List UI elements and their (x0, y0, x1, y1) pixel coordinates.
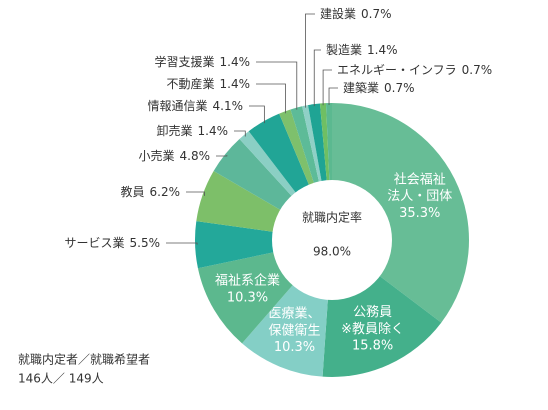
slice-label: 福祉系企業 (215, 273, 280, 289)
value-label: 0.7% (462, 63, 493, 77)
category-name: 建設業 (320, 6, 356, 21)
value-label: 0.7% (384, 81, 415, 95)
value-label: 5.5% (130, 236, 161, 250)
value-label: 1.4% (198, 124, 229, 138)
category-name: 不動産業 (166, 76, 214, 91)
leader-line (186, 191, 205, 196)
category-name: 教員 (120, 184, 144, 199)
slice-label: 卸売業 1.4% (156, 123, 228, 138)
leader-line (166, 242, 198, 245)
category-name: エネルギー・インフラ (337, 63, 457, 77)
center-value: 98.0% (313, 245, 351, 259)
category-name: 建築業 (343, 80, 379, 95)
value-label: 10.3% (227, 291, 268, 306)
category-name: 卸売業 (156, 123, 192, 138)
slice-label: 公務員※教員除く (341, 305, 404, 337)
slice-label: 小売業 4.8% (138, 148, 210, 163)
value-label: 10.3% (274, 340, 315, 355)
slice-label: サービス業 5.5% (64, 236, 160, 250)
slice-label: 情報通信業 4.1% (147, 99, 243, 113)
slice-label: 学習支援業 1.4% (154, 54, 250, 69)
category-name: 学習支援業 (154, 54, 214, 69)
slice-label: 建築業 0.7% (343, 80, 415, 95)
value-label: 4.1% (213, 99, 244, 113)
category-name: 製造業 (326, 43, 362, 57)
value-label: 1.4% (220, 77, 251, 91)
value-label: 1.4% (367, 43, 398, 57)
slice-label: 医療業、保健衛生 (268, 305, 320, 338)
slice-label: 教員 6.2% (120, 184, 180, 199)
slice-label: 建設業 0.7% (320, 6, 392, 21)
slice-label: 製造業 1.4% (326, 43, 398, 57)
value-label: 15.8% (352, 339, 393, 354)
leader-line (322, 69, 332, 106)
category-name: 小売業 (138, 148, 174, 163)
slice-label: 社会福祉法人・団体 (387, 171, 452, 204)
leader-line (216, 155, 228, 157)
value-label: 6.2% (150, 185, 181, 199)
leader-line (256, 61, 298, 110)
leader-line (249, 105, 265, 124)
value-label: 35.3% (399, 206, 440, 221)
footnote: 146人／ 149人 (18, 372, 104, 386)
slice (195, 221, 332, 269)
leader-line (234, 130, 246, 137)
footnote: 就職内定者／就職希望者 (18, 352, 150, 367)
category-name: 情報通信業 (147, 99, 207, 113)
leader-line (256, 83, 286, 114)
slice-label: エネルギー・インフラ 0.7% (337, 63, 492, 77)
category-name: サービス業 (64, 236, 124, 250)
leader-line (328, 87, 338, 106)
slice (332, 103, 470, 323)
value-label: 0.7% (361, 7, 392, 21)
center-title: 就職内定率 (302, 210, 362, 225)
leader-line (313, 49, 321, 107)
value-label: 4.8% (180, 149, 211, 163)
slice-label: 不動産業 1.4% (166, 76, 250, 91)
leader-line (305, 13, 315, 108)
value-label: 1.4% (220, 55, 251, 69)
donut-hole (272, 180, 392, 300)
